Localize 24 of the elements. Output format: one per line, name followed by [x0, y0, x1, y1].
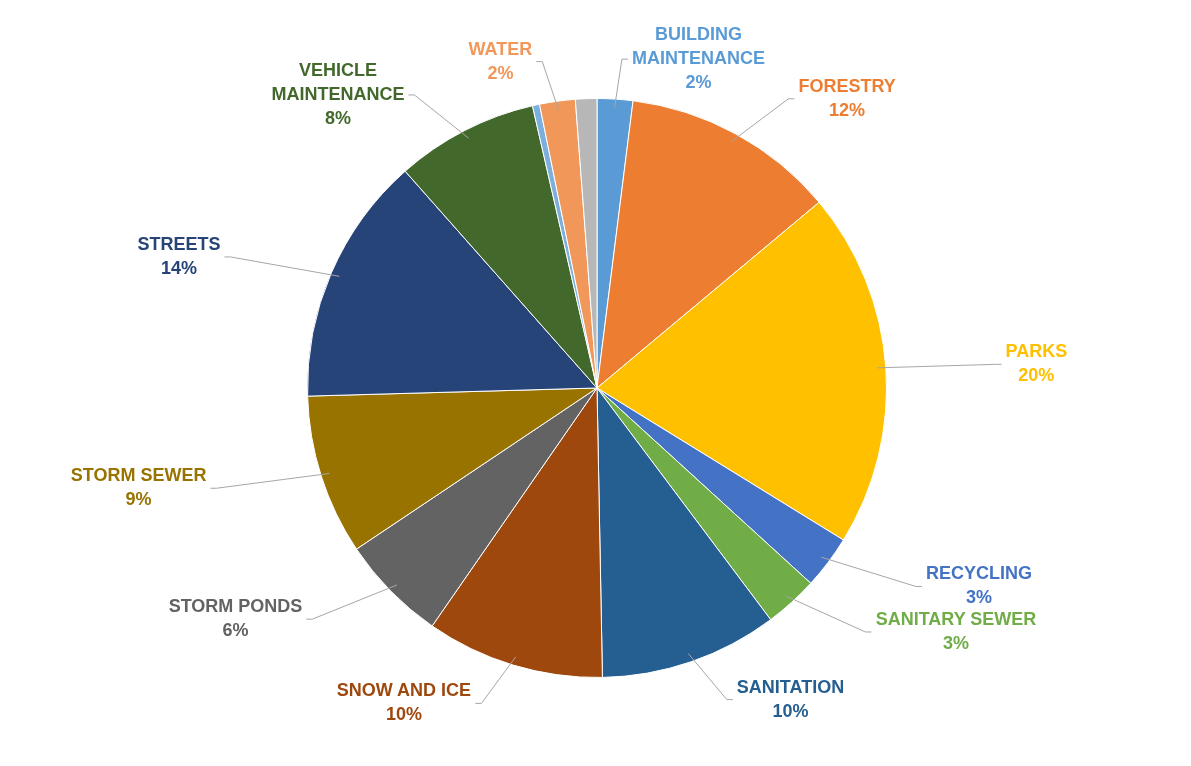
data-label: 2% [487, 62, 514, 83]
data-label: 8% [324, 107, 351, 128]
slice-label: FORESTRY [798, 75, 896, 96]
data-label: 20% [1018, 365, 1055, 386]
data-label: 3% [942, 632, 969, 653]
slice-label: SNOW AND ICE [336, 680, 472, 701]
slice-label: SANITATION [736, 676, 845, 697]
data-label: 14% [160, 257, 197, 278]
slice-label: VEHICLE MAINTENANCE [271, 59, 405, 104]
slice-label: STORM SEWER [70, 465, 207, 486]
data-label: 10% [385, 704, 422, 725]
data-label: 10% [772, 700, 809, 721]
slice-label: RECYCLING [925, 563, 1032, 584]
slice-label: STREETS [137, 233, 221, 254]
slice-label: BUILDING MAINTENANCE [631, 24, 765, 69]
data-label: 9% [125, 489, 152, 510]
slice-label: SANITARY SEWER [875, 608, 1037, 629]
data-label: 6% [222, 620, 249, 641]
data-label: 3% [965, 587, 992, 608]
data-label: 12% [829, 99, 866, 120]
slice-label: PARKS [1005, 341, 1068, 362]
slice-label: WATER [468, 38, 533, 59]
data-label: 2% [685, 72, 712, 93]
slice-label: STORM PONDS [168, 596, 303, 617]
